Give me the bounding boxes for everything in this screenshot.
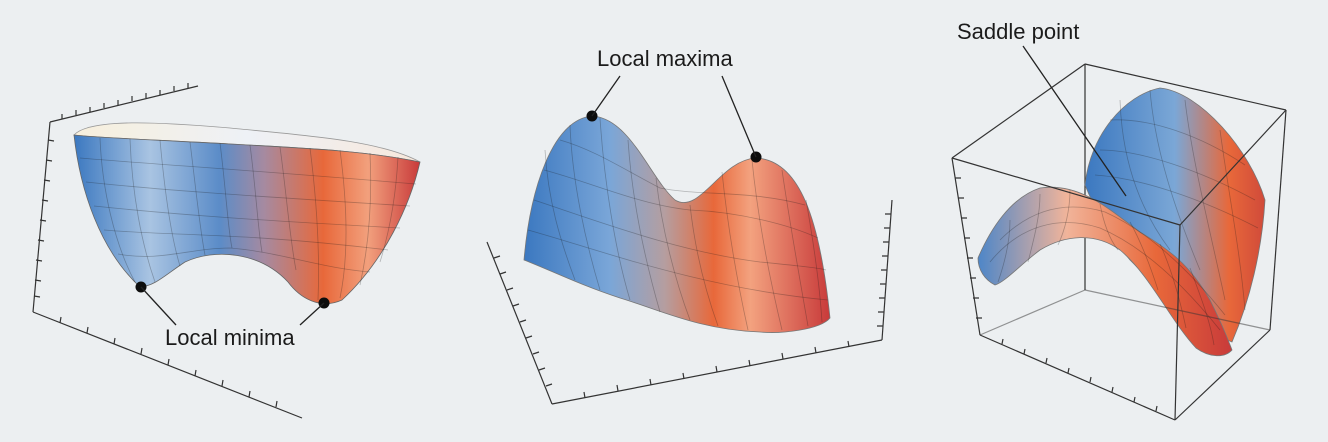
minimum-left-leader <box>140 286 177 326</box>
saddle-mesh <box>989 89 1259 346</box>
saddle-front-lobe <box>977 186 1233 357</box>
minima-panel: Local minima <box>32 83 421 419</box>
saddle-point-label: Saddle point <box>957 19 1079 44</box>
hills-surface <box>523 115 831 333</box>
saddle-box-back <box>951 63 1287 290</box>
local-minima-label: Local minima <box>165 325 295 350</box>
bowl-mesh <box>79 137 417 301</box>
minima-box-axes <box>32 83 303 419</box>
maxima-box-axes <box>486 199 893 405</box>
saddle-leader <box>1022 45 1127 197</box>
maxima-panel: Local maxima <box>486 46 893 405</box>
maximum-right-leader <box>721 75 757 158</box>
saddle-back-lobe <box>1084 87 1266 343</box>
bowl-surface <box>73 134 421 305</box>
hills-mesh <box>527 117 829 331</box>
saddle-panel: Saddle point <box>951 19 1287 421</box>
local-maxima-label: Local maxima <box>597 46 733 71</box>
minimum-right-leader <box>299 302 325 326</box>
saddle-box-front <box>951 109 1287 421</box>
maximum-left-leader <box>591 75 621 117</box>
